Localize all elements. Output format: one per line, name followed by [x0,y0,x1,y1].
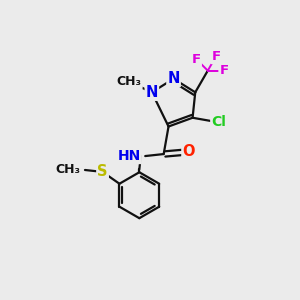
Text: F: F [211,50,220,63]
Text: F: F [219,64,229,77]
Text: Cl: Cl [211,116,226,129]
Text: N: N [167,71,180,86]
Text: O: O [182,144,195,159]
Text: F: F [192,53,201,66]
Text: CH₃: CH₃ [56,164,81,176]
Text: HN: HN [118,149,141,163]
Text: S: S [97,164,108,179]
Text: CH₃: CH₃ [117,75,142,88]
Text: N: N [146,85,158,100]
